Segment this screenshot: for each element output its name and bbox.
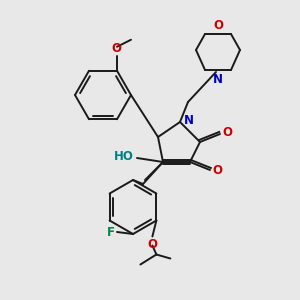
Text: F: F [107, 226, 115, 238]
Text: O: O [222, 127, 232, 140]
Text: O: O [147, 238, 158, 251]
Text: O: O [111, 42, 121, 55]
Text: HO: HO [114, 151, 134, 164]
Text: N: N [213, 73, 223, 86]
Text: O: O [212, 164, 222, 178]
Text: O: O [213, 19, 223, 32]
Text: N: N [184, 113, 194, 127]
